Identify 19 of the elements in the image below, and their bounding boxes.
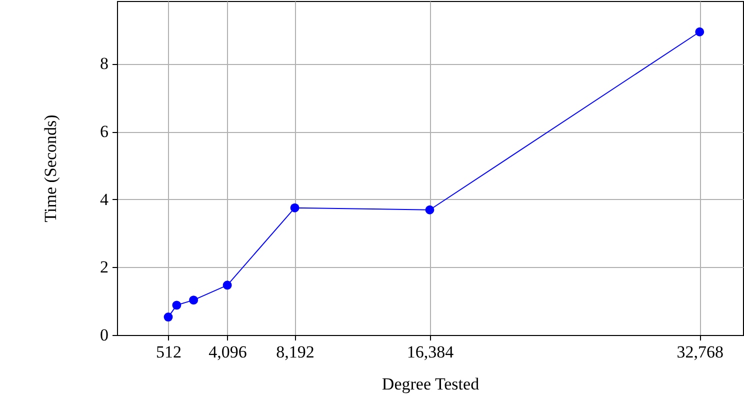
y-axis-title: Time (Seconds) (41, 114, 60, 222)
x-tick-label: 8,192 (276, 342, 314, 362)
y-tick-label: 6 (100, 122, 108, 142)
point (425, 205, 434, 214)
point (189, 296, 198, 305)
point (695, 27, 704, 36)
x-axis-title: Degree Tested (382, 374, 480, 394)
x-tick-label: 32,768 (676, 342, 724, 362)
point (222, 280, 232, 290)
point (290, 203, 300, 212)
x-tick-label: 16,384 (406, 342, 454, 362)
y-tick-label: 0 (100, 326, 108, 344)
x-tick-label: 4,096 (208, 342, 247, 362)
y-tick-label: 2 (100, 258, 108, 277)
point (164, 312, 173, 322)
x-tick-label: 512 (156, 342, 182, 362)
point (172, 300, 182, 310)
y-tick-label: 8 (100, 54, 108, 74)
y-tick-label: 4 (100, 190, 109, 209)
